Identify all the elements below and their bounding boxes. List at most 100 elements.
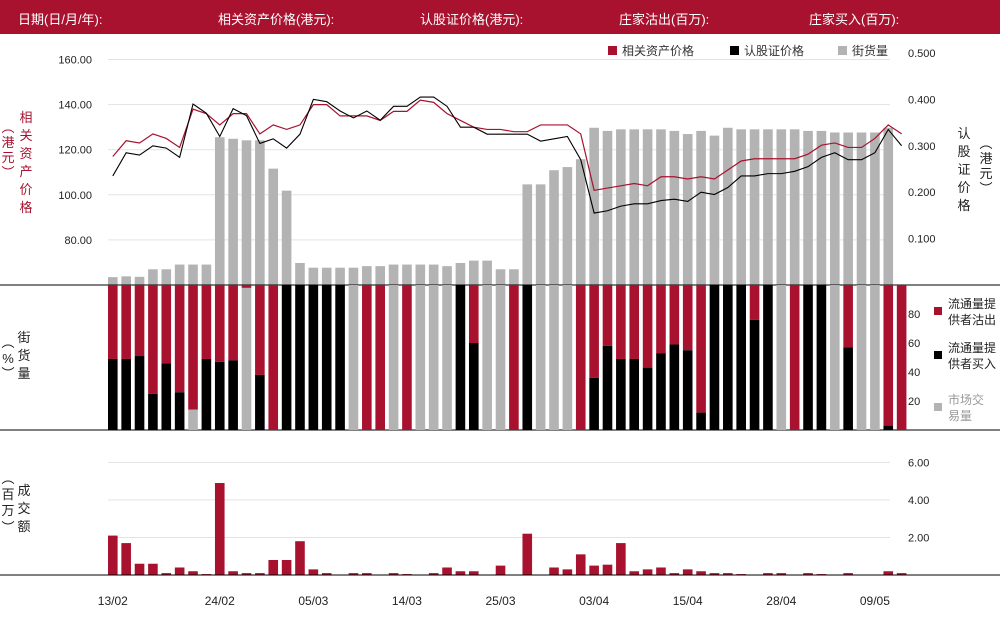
outstanding-bar bbox=[174, 264, 185, 285]
volume-bar bbox=[268, 559, 279, 575]
volume-tick-label: 6.00 bbox=[908, 457, 929, 469]
flow-bar-upper bbox=[629, 285, 640, 359]
flow-bar-upper bbox=[188, 285, 198, 410]
volume-bar bbox=[321, 573, 332, 575]
flow-bar-full bbox=[348, 285, 359, 430]
right-axis-title: 认股证价格 bbox=[957, 126, 970, 213]
volume-bar bbox=[575, 554, 586, 575]
volume-bar bbox=[108, 535, 118, 575]
flow-bar-lower bbox=[843, 347, 853, 430]
flow-bar-full bbox=[789, 285, 800, 430]
left-axis-tick-label: 160.00 bbox=[58, 55, 92, 67]
volume-bar bbox=[549, 567, 559, 575]
volume-bar bbox=[428, 573, 439, 575]
outstanding-bar bbox=[241, 140, 252, 285]
flow-bar-lower bbox=[696, 412, 706, 430]
asset-price-line bbox=[112, 99, 902, 191]
volume-tick-label: 2.00 bbox=[908, 532, 929, 544]
flow-bar-upper bbox=[174, 285, 185, 393]
outstanding-bar bbox=[121, 276, 131, 285]
volume-bar bbox=[148, 563, 158, 575]
flow-bar-upper bbox=[121, 285, 131, 359]
left-axis-tick-label: 80.00 bbox=[64, 235, 92, 247]
volume-bar bbox=[723, 573, 733, 575]
volume-bar bbox=[589, 565, 599, 575]
flow-bar-lower bbox=[108, 358, 118, 430]
flow-bar-full bbox=[335, 285, 345, 430]
left-axis-unit: ︵港元︶ bbox=[1, 120, 14, 180]
flow-bar-upper bbox=[669, 285, 680, 345]
flow-bar-full bbox=[388, 285, 399, 430]
flow-bar-upper bbox=[642, 285, 653, 368]
flow-bar-lower bbox=[134, 356, 145, 430]
x-tick-label: 28/04 bbox=[766, 594, 796, 608]
outstanding-bar bbox=[509, 269, 519, 285]
flow-unit-paren-close: ︶ bbox=[1, 366, 14, 381]
flow-bar-lower bbox=[121, 358, 131, 430]
flow-bar-upper bbox=[255, 285, 265, 375]
flow-bar-full bbox=[281, 285, 292, 430]
outstanding-bar bbox=[575, 159, 586, 285]
flow-bar-upper bbox=[201, 285, 212, 359]
volume-bar bbox=[562, 569, 573, 575]
flow-bar-full bbox=[442, 285, 452, 430]
x-tick-label: 05/03 bbox=[298, 594, 328, 608]
outstanding-bar bbox=[816, 130, 827, 285]
flow-bar-upper bbox=[214, 285, 225, 362]
flow-bar-full bbox=[522, 285, 533, 430]
flow-bar-upper bbox=[682, 285, 693, 351]
flow-bar-full bbox=[776, 285, 787, 430]
flow-bar-lower bbox=[255, 374, 265, 430]
volume-bar bbox=[281, 559, 292, 575]
flow-bar-lower bbox=[174, 392, 185, 430]
flow-bar-lower bbox=[228, 360, 238, 430]
x-tick-label: 13/02 bbox=[98, 594, 128, 608]
volume-unit-paren-close: ︶ bbox=[1, 520, 14, 535]
outstanding-bar bbox=[589, 127, 599, 286]
flow-bar-lower bbox=[602, 345, 613, 430]
left-axis-tick-label: 100.00 bbox=[58, 190, 92, 202]
flow-bar-upper bbox=[883, 285, 894, 426]
outstanding-bar bbox=[348, 267, 359, 285]
outstanding-bar bbox=[616, 129, 626, 285]
legend-warrant-price-swatch bbox=[730, 46, 739, 55]
flow-bar-lower bbox=[201, 358, 212, 430]
legend-lp-bought-swatch bbox=[934, 351, 942, 359]
legend-outstanding-text: 街货量 bbox=[852, 43, 888, 58]
x-tick-label: 03/04 bbox=[579, 594, 609, 608]
flow-bar-full bbox=[362, 285, 372, 430]
outstanding-bar bbox=[335, 267, 345, 285]
outstanding-bar bbox=[829, 132, 840, 285]
flow-bar-full bbox=[736, 285, 746, 430]
outstanding-bar bbox=[870, 132, 880, 285]
outstanding-bar bbox=[709, 135, 720, 285]
outstanding-bar bbox=[375, 266, 385, 285]
flow-bar-upper bbox=[749, 285, 760, 320]
flow-bar-full bbox=[415, 285, 426, 430]
flow-unit-paren-open: ︵ bbox=[1, 335, 14, 350]
outstanding-bar bbox=[442, 266, 452, 285]
flow-bar-full bbox=[455, 285, 466, 430]
outstanding-bar bbox=[656, 129, 666, 285]
flow-bar-upper bbox=[589, 285, 599, 378]
flow-bar-full bbox=[495, 285, 506, 430]
legend-lp-bought-text: 流通量提供者买入 bbox=[948, 340, 996, 371]
right-axis-tick-label: 0.500 bbox=[908, 48, 936, 60]
volume-bar bbox=[468, 571, 479, 575]
volume-bar bbox=[616, 543, 626, 575]
volume-bar bbox=[669, 573, 680, 575]
flow-axis-unit: % bbox=[2, 351, 14, 366]
flow-bar-full bbox=[870, 285, 880, 430]
volume-bar bbox=[348, 573, 359, 575]
legend-outstanding-swatch bbox=[838, 46, 847, 55]
flow-bar-lower bbox=[682, 350, 693, 430]
right-axis-unit: ︵港元︶ bbox=[979, 136, 992, 196]
flow-bar-lower bbox=[589, 377, 599, 430]
outstanding-bar bbox=[148, 269, 158, 285]
flow-bar-lower bbox=[241, 287, 252, 430]
flow-tick-label: 40 bbox=[908, 367, 920, 379]
legend-asset-price-swatch bbox=[608, 46, 617, 55]
legend-market-swatch bbox=[934, 403, 942, 411]
volume-bar bbox=[241, 573, 252, 575]
flow-bar-full bbox=[402, 285, 412, 430]
